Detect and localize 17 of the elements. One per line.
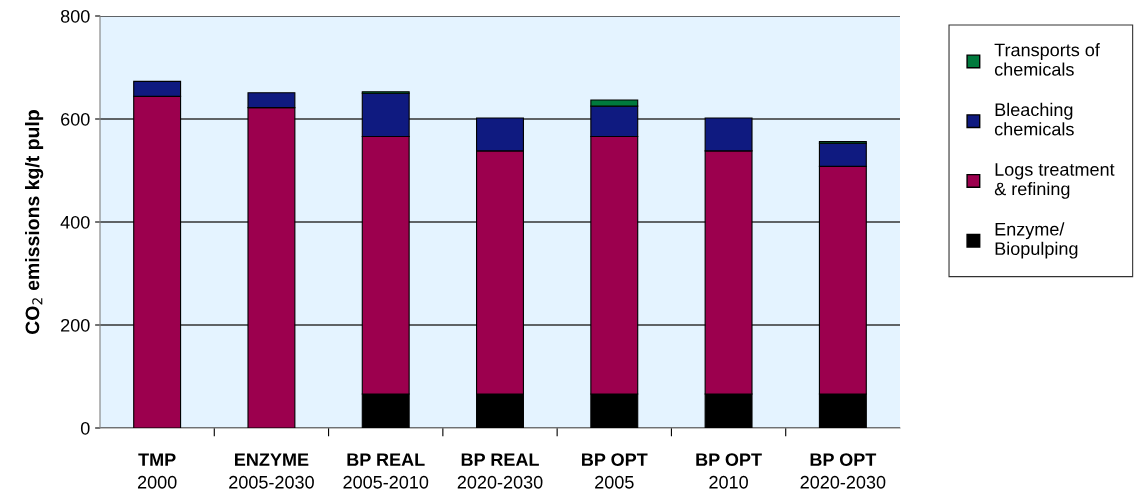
x-tick-label: BP REAL 2005-2010 xyxy=(343,453,429,489)
x-tick-label: BP OPT 2010 xyxy=(696,453,762,489)
legend-label: Transports of chemicals xyxy=(994,43,1100,76)
y-tick-label: 800 xyxy=(60,9,90,23)
x-tick-label: BP OPT 2020-2030 xyxy=(800,453,886,489)
legend-label: Logs treatment & refining xyxy=(994,163,1115,199)
x-tick-label: ENZYME 2005-2030 xyxy=(229,453,314,489)
y-tick-label: 200 xyxy=(61,318,90,332)
legend-label: Bleaching chemicals xyxy=(994,102,1074,136)
x-tick-label: BP OPT 2005 xyxy=(582,453,648,489)
y-tick-label: 600 xyxy=(61,112,90,126)
y-axis-title: CO$_{2}$ emissions kg/t pulp xyxy=(25,110,44,334)
y-tick-label: 400 xyxy=(60,215,90,229)
legend-label: Enzyme/ Biopulping xyxy=(995,222,1078,259)
x-tick-label: TMP 2000 xyxy=(137,453,177,489)
x-tick-label: BP REAL 2020-2030 xyxy=(457,453,543,489)
y-tick-label: 0 xyxy=(80,421,90,435)
